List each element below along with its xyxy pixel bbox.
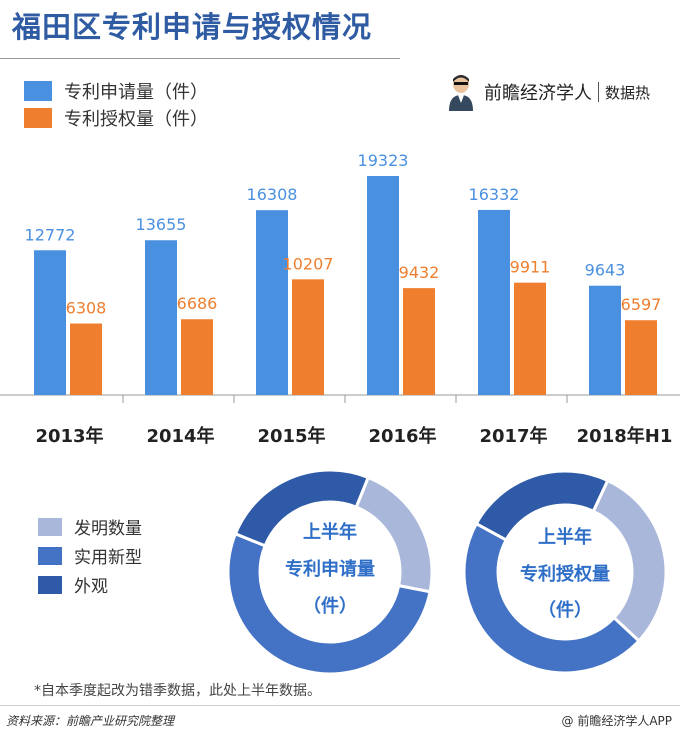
source-note: 资料来源：前瞻产业研究院整理 — [6, 714, 175, 728]
bar-grants — [514, 282, 546, 395]
bar-applications — [145, 240, 177, 395]
bar-grants — [70, 323, 102, 395]
title-divider — [0, 58, 400, 59]
data-label-applications: 16308 — [247, 185, 298, 204]
donut-slice — [474, 469, 610, 542]
legend-item-applications: 专利申请量（件） — [24, 80, 208, 103]
pie-legend-label-design: 外观 — [74, 577, 108, 597]
x-tick-label: 2015年 — [257, 425, 325, 447]
x-tick-label: 2013年 — [35, 425, 103, 447]
brand-separator — [598, 82, 599, 102]
donut-grants: 上半年 专利授权量 （件） — [462, 469, 668, 675]
data-label-applications: 13655 — [136, 215, 187, 234]
donut-grants-title-line1: 上半年 — [538, 527, 592, 548]
pie-legend-swatch-utility — [38, 546, 62, 565]
data-label-applications: 16332 — [469, 185, 520, 204]
legend-item-grants: 专利授权量（件） — [24, 107, 208, 130]
pie-legend-item-design: 外观 — [38, 572, 108, 597]
data-label-grants: 9911 — [510, 258, 551, 277]
pie-legend-label-utility: 实用新型 — [74, 548, 142, 568]
data-label-applications: 19323 — [358, 151, 409, 170]
donut-applications-chart — [226, 468, 434, 676]
data-label-applications: 12772 — [25, 225, 76, 244]
bar-applications — [478, 209, 510, 395]
x-tick-label: 2018年H1 — [577, 425, 673, 447]
bar-grants — [625, 320, 657, 395]
data-label-applications: 9643 — [585, 261, 626, 280]
data-label-grants: 6686 — [177, 294, 218, 313]
donut-grants-chart — [462, 469, 668, 675]
bar-applications — [256, 210, 288, 395]
x-tick-label: 2017年 — [479, 425, 547, 447]
donut-applications-title-line3: （件） — [303, 596, 357, 617]
donut-slice — [226, 531, 432, 676]
pie-legend-label-invention: 发明数量 — [74, 519, 142, 539]
legend-label-grants: 专利授权量（件） — [64, 109, 208, 130]
data-label-grants: 9432 — [399, 263, 440, 282]
bar-grants — [403, 288, 435, 395]
brand-name: 前瞻经济学人 — [484, 83, 592, 104]
donut-grants-title-line2: 专利授权量 — [520, 564, 610, 585]
x-tick-label: 2014年 — [146, 425, 214, 447]
brand-avatar-icon — [449, 75, 473, 111]
chart-title: 福田区专利申请与授权情况 — [12, 10, 373, 44]
brand-tag: 数据热 — [605, 83, 651, 102]
footnote: *自本季度起改为错季数据，此处上半年数据。 — [34, 683, 321, 699]
bar-applications — [367, 176, 399, 395]
copyright-note: @ 前瞻经济学人APP — [561, 714, 673, 728]
brand-block: 前瞻经济学人 数据热 — [446, 72, 650, 112]
donut-grants-title-line3: （件） — [538, 600, 592, 621]
data-label-grants: 6308 — [66, 299, 107, 318]
legend-swatch-grants — [24, 108, 52, 128]
bar-chart: 12772 6308 2013年 13655 6686 2014年 16308 10207 20… — [0, 151, 680, 447]
pie-legend-item-invention: 发明数量 — [38, 514, 142, 539]
donut-applications-title-line2: 专利申请量 — [285, 559, 375, 580]
footer-divider — [0, 705, 680, 706]
data-label-grants: 6597 — [621, 295, 662, 314]
bar-applications — [34, 250, 66, 395]
legend-label-applications: 专利申请量（件） — [64, 82, 208, 103]
bar-grants — [292, 279, 324, 395]
pie-legend-swatch-design — [38, 575, 62, 594]
legend-swatch-applications — [24, 81, 52, 101]
donut-slice — [233, 468, 371, 548]
data-label-grants: 10207 — [283, 254, 334, 273]
bar-applications — [589, 285, 621, 395]
x-tick-label: 2016年 — [368, 425, 436, 447]
donut-applications: 上半年 专利申请量 （件） — [226, 468, 434, 676]
pie-legend-item-utility: 实用新型 — [38, 543, 142, 568]
bar-grants — [181, 319, 213, 395]
pie-legend-swatch-invention — [38, 517, 62, 536]
donut-slice — [462, 521, 641, 675]
donut-applications-title-line1: 上半年 — [303, 522, 357, 543]
